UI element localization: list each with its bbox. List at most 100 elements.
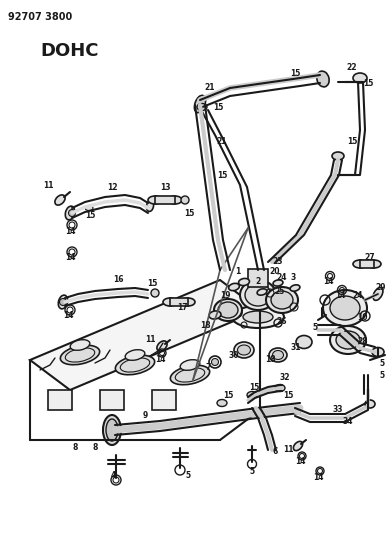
- Text: 14: 14: [295, 457, 305, 466]
- Ellipse shape: [365, 400, 375, 408]
- Ellipse shape: [243, 311, 273, 323]
- Text: 14: 14: [323, 278, 333, 287]
- Text: 15: 15: [347, 138, 357, 147]
- Text: 24: 24: [353, 290, 363, 300]
- Ellipse shape: [271, 291, 293, 309]
- Text: 4: 4: [111, 471, 116, 480]
- Text: 17: 17: [177, 303, 187, 312]
- Ellipse shape: [229, 284, 240, 290]
- Ellipse shape: [209, 311, 221, 319]
- Ellipse shape: [373, 288, 383, 301]
- Text: 15: 15: [217, 171, 227, 180]
- Text: 15: 15: [249, 383, 259, 392]
- Text: 25: 25: [275, 287, 285, 296]
- Ellipse shape: [353, 73, 367, 83]
- Text: 3: 3: [290, 273, 296, 282]
- Text: 15: 15: [290, 69, 300, 77]
- Ellipse shape: [323, 290, 367, 326]
- Text: 31: 31: [291, 343, 301, 352]
- Ellipse shape: [103, 415, 121, 445]
- Ellipse shape: [65, 206, 75, 220]
- Text: 26: 26: [277, 318, 287, 327]
- Text: 15: 15: [184, 208, 194, 217]
- Circle shape: [212, 359, 218, 366]
- Text: 30: 30: [229, 351, 239, 359]
- Text: 11: 11: [145, 335, 155, 344]
- Ellipse shape: [275, 384, 285, 392]
- Ellipse shape: [163, 298, 177, 306]
- Text: 1: 1: [235, 268, 241, 277]
- Text: 14: 14: [65, 254, 75, 262]
- Circle shape: [60, 298, 67, 305]
- Text: 5: 5: [249, 467, 254, 477]
- Text: 13: 13: [160, 183, 170, 192]
- Polygon shape: [30, 280, 260, 390]
- Ellipse shape: [148, 196, 162, 204]
- Text: 10: 10: [357, 313, 367, 322]
- Text: 2: 2: [255, 278, 261, 287]
- Text: 12: 12: [107, 183, 117, 192]
- Text: 15: 15: [223, 391, 233, 400]
- Text: 9: 9: [142, 410, 148, 419]
- Bar: [100, 390, 124, 410]
- Text: 22: 22: [347, 62, 357, 71]
- Text: 20: 20: [270, 268, 280, 277]
- Ellipse shape: [157, 341, 167, 351]
- Text: 15: 15: [147, 279, 157, 287]
- Ellipse shape: [296, 335, 312, 349]
- Ellipse shape: [269, 348, 287, 362]
- Text: 7: 7: [205, 364, 211, 373]
- Ellipse shape: [151, 289, 159, 297]
- Ellipse shape: [266, 287, 298, 313]
- Text: 24: 24: [277, 273, 287, 282]
- Ellipse shape: [197, 103, 207, 110]
- Ellipse shape: [55, 195, 65, 205]
- Ellipse shape: [247, 392, 257, 399]
- Bar: [155, 196, 175, 204]
- Ellipse shape: [234, 342, 254, 358]
- Text: 33: 33: [333, 406, 343, 415]
- Text: 21: 21: [205, 84, 215, 93]
- Text: 5: 5: [312, 324, 318, 333]
- Text: 14: 14: [63, 311, 73, 320]
- Ellipse shape: [218, 302, 238, 318]
- Ellipse shape: [240, 280, 276, 310]
- Circle shape: [69, 209, 76, 216]
- Ellipse shape: [58, 295, 68, 309]
- Text: 15: 15: [283, 392, 293, 400]
- Ellipse shape: [115, 356, 155, 375]
- Ellipse shape: [272, 351, 283, 359]
- Ellipse shape: [367, 260, 381, 268]
- Text: 14: 14: [313, 472, 323, 481]
- Ellipse shape: [336, 331, 360, 349]
- Text: 19: 19: [220, 290, 230, 300]
- Text: 6: 6: [272, 448, 278, 456]
- Bar: [152, 390, 176, 410]
- Ellipse shape: [217, 400, 227, 407]
- Text: 21: 21: [217, 138, 227, 147]
- Ellipse shape: [293, 441, 303, 450]
- Text: DOHC: DOHC: [40, 42, 98, 60]
- Ellipse shape: [290, 285, 300, 291]
- Text: 8: 8: [92, 443, 98, 453]
- Text: 18: 18: [200, 320, 211, 329]
- Ellipse shape: [168, 196, 182, 204]
- Ellipse shape: [332, 152, 344, 160]
- Text: 14: 14: [155, 356, 165, 365]
- Ellipse shape: [171, 365, 210, 385]
- Ellipse shape: [70, 340, 90, 350]
- Text: 18: 18: [265, 356, 275, 365]
- Text: 15: 15: [363, 79, 373, 88]
- Text: 32: 32: [280, 374, 290, 383]
- Text: 15: 15: [213, 102, 223, 111]
- Text: 11: 11: [43, 182, 53, 190]
- Text: 5: 5: [379, 359, 385, 367]
- Bar: [248, 269, 268, 287]
- Ellipse shape: [181, 196, 189, 204]
- Bar: [48, 390, 72, 410]
- Ellipse shape: [85, 206, 93, 211]
- Text: 23: 23: [273, 257, 283, 266]
- Ellipse shape: [353, 260, 367, 268]
- Ellipse shape: [245, 284, 271, 306]
- Ellipse shape: [238, 345, 250, 355]
